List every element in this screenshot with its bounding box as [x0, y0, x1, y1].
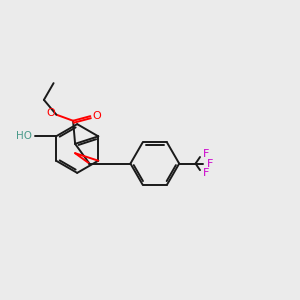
Text: F: F	[207, 159, 213, 169]
Text: O: O	[93, 111, 101, 121]
Text: O: O	[46, 108, 55, 118]
Text: HO: HO	[16, 131, 32, 141]
Text: F: F	[203, 149, 209, 159]
Text: F: F	[203, 168, 209, 178]
